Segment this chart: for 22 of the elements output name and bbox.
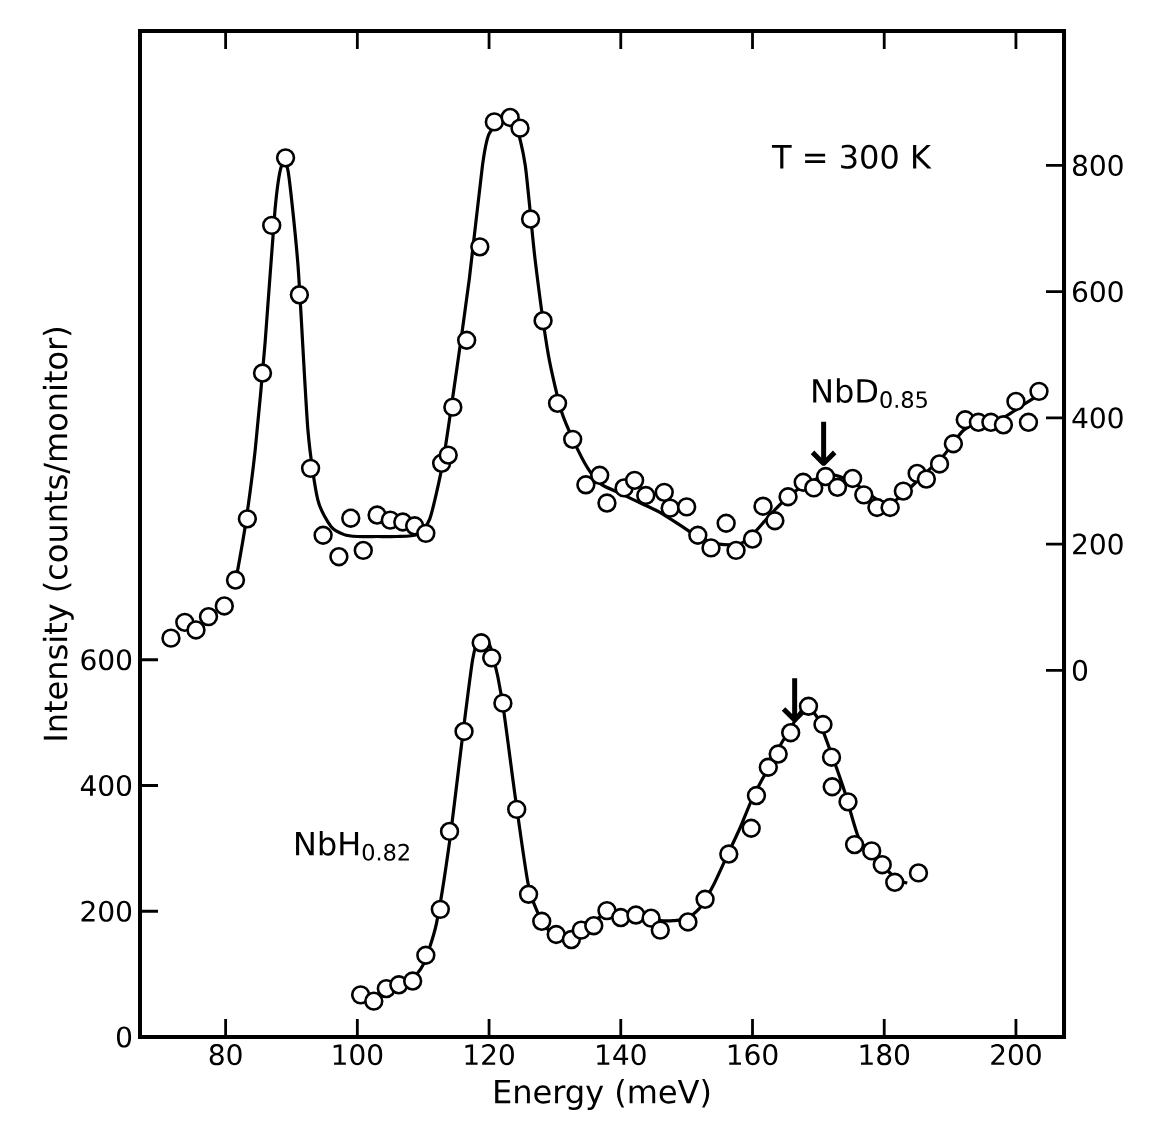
y-tick-label: 200 bbox=[81, 900, 132, 922]
y2-tick-label: 600 bbox=[1073, 281, 1123, 303]
x-tick-label: 160 bbox=[728, 1044, 778, 1066]
y2-tick-label: 800 bbox=[1072, 154, 1123, 177]
annotation: T = 300 K bbox=[771, 144, 932, 169]
x-tick-label: 100 bbox=[333, 1044, 383, 1066]
x-tick-label: 140 bbox=[597, 1044, 646, 1066]
y2-tick-label: 400 bbox=[1072, 407, 1123, 429]
series-label: NbH$_{0.82}$ bbox=[296, 830, 409, 861]
y-tick-label: 400 bbox=[80, 774, 132, 797]
y2-tick-label: 0 bbox=[1072, 659, 1088, 681]
x-tick-label: 120 bbox=[465, 1044, 514, 1066]
annotation: ↓ bbox=[810, 421, 837, 466]
series-label: NbD$_{0.85}$ bbox=[813, 378, 927, 409]
x-tick-label: 200 bbox=[991, 1044, 1041, 1066]
y-tick-label: 0 bbox=[116, 1026, 132, 1048]
x-tick-label: 180 bbox=[860, 1044, 910, 1066]
x-axis-title: Energy (meV) bbox=[495, 1078, 710, 1110]
x-tick-label: 80 bbox=[209, 1044, 242, 1066]
y-axis-title: Intensity (counts/monitor) bbox=[42, 328, 74, 740]
y-tick-label: 600 bbox=[81, 649, 132, 671]
y2-tick-label: 200 bbox=[1073, 533, 1123, 555]
